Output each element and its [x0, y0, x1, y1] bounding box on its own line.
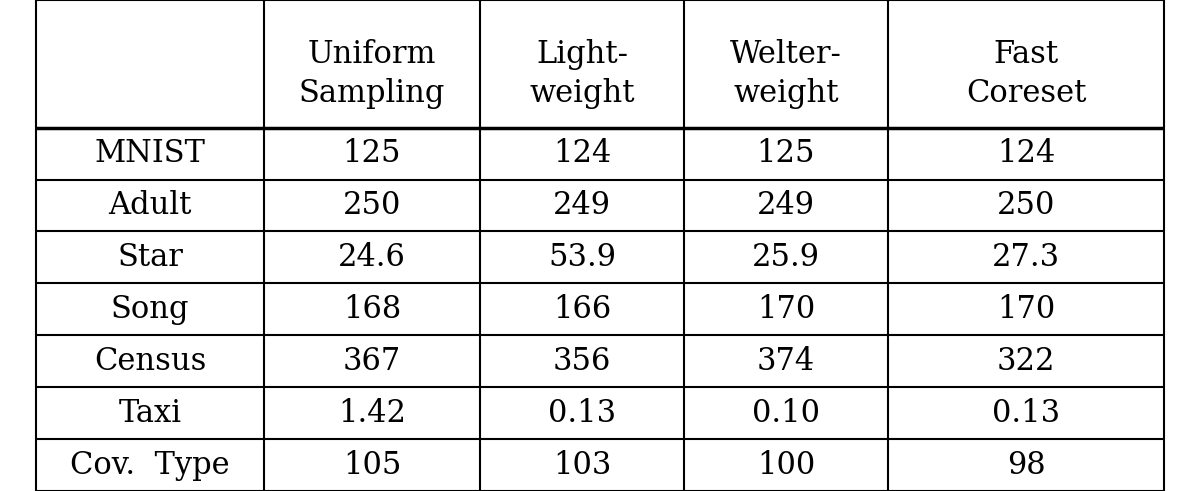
Text: 103: 103: [553, 450, 611, 481]
Text: 168: 168: [343, 294, 401, 325]
Text: 100: 100: [757, 450, 815, 481]
Text: Taxi: Taxi: [119, 398, 181, 429]
Text: Cov.  Type: Cov. Type: [70, 450, 230, 481]
Text: weight: weight: [733, 78, 839, 109]
Text: 367: 367: [343, 346, 401, 377]
Text: 0.13: 0.13: [548, 398, 616, 429]
Text: Fast: Fast: [994, 38, 1058, 70]
Text: Coreset: Coreset: [966, 78, 1086, 109]
Text: 125: 125: [757, 138, 815, 169]
Text: 374: 374: [757, 346, 815, 377]
Text: 250: 250: [343, 190, 401, 221]
Text: 25.9: 25.9: [752, 242, 820, 273]
Text: 0.10: 0.10: [752, 398, 820, 429]
Text: 250: 250: [997, 190, 1055, 221]
Text: 356: 356: [553, 346, 611, 377]
Text: 124: 124: [997, 138, 1055, 169]
Text: Song: Song: [110, 294, 190, 325]
Text: Welter-: Welter-: [730, 38, 842, 70]
Text: 170: 170: [997, 294, 1055, 325]
Text: 166: 166: [553, 294, 611, 325]
Text: 249: 249: [757, 190, 815, 221]
Text: Star: Star: [118, 242, 182, 273]
Text: 249: 249: [553, 190, 611, 221]
Text: 322: 322: [997, 346, 1055, 377]
Text: Census: Census: [94, 346, 206, 377]
Text: 0.13: 0.13: [992, 398, 1060, 429]
Text: 124: 124: [553, 138, 611, 169]
Text: Sampling: Sampling: [299, 78, 445, 109]
Text: weight: weight: [529, 78, 635, 109]
Text: 170: 170: [757, 294, 815, 325]
Text: MNIST: MNIST: [95, 138, 205, 169]
Text: Light-: Light-: [536, 38, 628, 70]
Text: 27.3: 27.3: [992, 242, 1060, 273]
Text: 98: 98: [1007, 450, 1045, 481]
Text: 1.42: 1.42: [338, 398, 406, 429]
Text: 125: 125: [343, 138, 401, 169]
Text: 105: 105: [343, 450, 401, 481]
Text: 53.9: 53.9: [548, 242, 616, 273]
Text: Adult: Adult: [108, 190, 192, 221]
Text: Uniform: Uniform: [307, 38, 437, 70]
Text: 24.6: 24.6: [338, 242, 406, 273]
